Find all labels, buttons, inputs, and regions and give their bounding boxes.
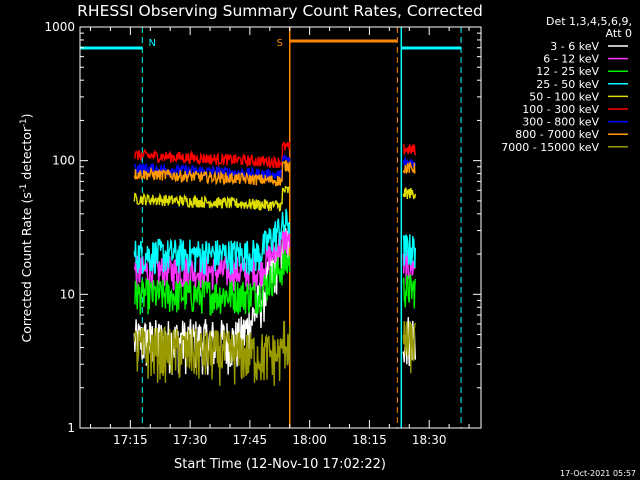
- y-axis-label-end: ): [19, 114, 34, 119]
- legend-label-5: 100 - 300 keV: [522, 103, 599, 116]
- series-line-1-segment-0: [133, 225, 291, 292]
- series-line-7-segment-1: [402, 162, 416, 175]
- legend-label-0: 3 - 6 keV: [550, 40, 599, 53]
- legend-label-8: 7000 - 15000 keV: [501, 141, 599, 154]
- series-5: [134, 141, 416, 169]
- y-tick-label-3: 1000: [44, 20, 75, 34]
- interval-label-night: N: [149, 38, 156, 49]
- x-tick-label-4: 18:15: [352, 433, 387, 447]
- legend-header-line1: Det 1,3,4,5,6,9,: [546, 15, 632, 28]
- legend-label-3: 25 - 50 keV: [536, 78, 599, 91]
- series-8: [133, 320, 416, 387]
- series-line-3-segment-0: [133, 208, 291, 275]
- series-2: [133, 249, 416, 317]
- y-tick-label-1: 10: [60, 287, 75, 301]
- series-line-4-segment-1: [402, 187, 416, 200]
- legend-label-7: 800 - 7000 keV: [515, 128, 599, 141]
- series-3: [133, 208, 416, 275]
- x-axis-label: Start Time (12-Nov-10 17:02:22): [174, 457, 386, 472]
- legend-header-line2: Att 0: [606, 27, 632, 40]
- x-tick-label-1: 17:30: [173, 433, 208, 447]
- y-tick-label-0: 1: [67, 421, 75, 435]
- series-line-5-segment-1: [402, 144, 416, 156]
- x-tick-label-0: 17:15: [113, 433, 148, 447]
- legend-label-4: 50 - 100 keV: [529, 90, 599, 103]
- legend-label-6: 300 - 800 keV: [522, 116, 599, 129]
- y-axis-label-sup2: -1: [19, 118, 29, 126]
- series-line-5-segment-0: [134, 141, 291, 169]
- y-axis-label-main: Corrected Count Rate (s: [19, 192, 34, 342]
- series-line-8-segment-0: [133, 320, 291, 387]
- series-line-4-segment-0: [133, 185, 291, 212]
- legend-label-1: 6 - 12 keV: [543, 53, 599, 66]
- plot-frame: [79, 26, 482, 429]
- series-line-2-segment-1: [402, 274, 416, 309]
- series-7: [133, 160, 416, 187]
- y-axis-label: Corrected Count Rate (s-1 detector-1): [19, 114, 34, 343]
- series-line-2-segment-0: [133, 249, 291, 317]
- footer-timestamp: 17-Oct-2021 05:57: [560, 469, 636, 478]
- interval-label-saa: S: [277, 38, 283, 49]
- axes: 1 10 100 1000 17:15 17:30 17:45 18:00 18:15 18:30: [44, 20, 481, 447]
- y-tick-label-2: 100: [52, 154, 75, 168]
- series-line-3-segment-1: [402, 233, 416, 268]
- x-tick-label-2: 17:45: [233, 433, 268, 447]
- series-line-7-segment-0: [133, 160, 291, 187]
- chart-title: RHESSI Observing Summary Count Rates, Co…: [77, 2, 483, 20]
- y-axis-label-sup1: -1: [19, 184, 29, 192]
- series-line-8-segment-1: [402, 321, 416, 374]
- x-tick-label-5: 18:30: [412, 433, 447, 447]
- y-axis-label-mid: detector: [19, 126, 34, 184]
- legend-label-2: 12 - 25 keV: [536, 65, 599, 78]
- x-tick-label-3: 18:00: [292, 433, 327, 447]
- series-4: [133, 185, 416, 212]
- series-line-6-segment-1: [402, 156, 416, 169]
